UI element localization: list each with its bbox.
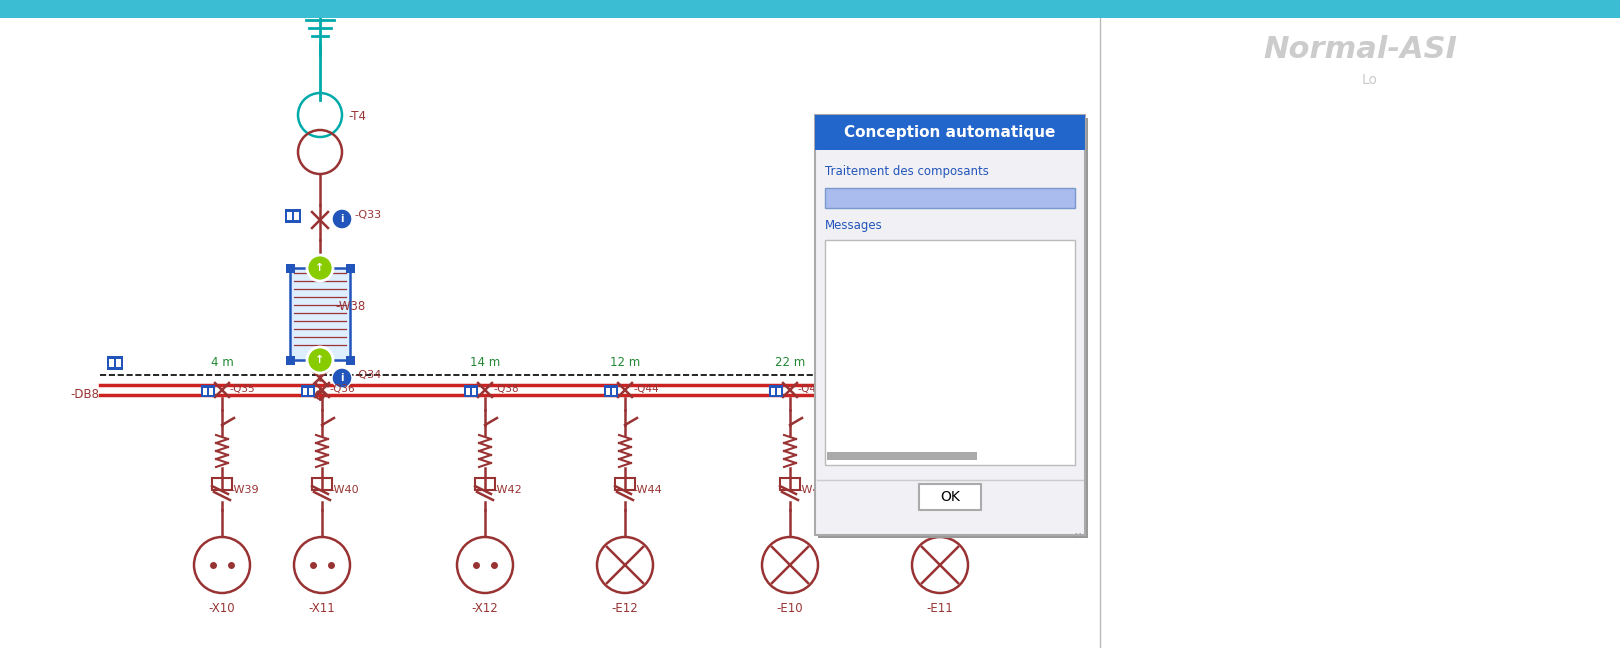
- Bar: [771, 388, 774, 395]
- Text: -Q45: -Q45: [799, 384, 823, 394]
- Text: -W37: -W37: [326, 2, 353, 12]
- Bar: [825, 188, 1076, 208]
- Bar: [0, 0, 1620, 18]
- Text: ↑: ↑: [316, 355, 324, 365]
- Bar: [117, 359, 121, 367]
- Bar: [202, 388, 207, 395]
- Circle shape: [308, 347, 334, 373]
- Bar: [475, 478, 496, 490]
- Bar: [922, 388, 925, 395]
- Bar: [471, 388, 476, 395]
- Text: -E11: -E11: [927, 603, 954, 616]
- Bar: [815, 115, 1085, 150]
- Text: -W39: -W39: [230, 485, 259, 495]
- Bar: [919, 385, 933, 397]
- Bar: [347, 264, 355, 273]
- Bar: [309, 388, 313, 395]
- Bar: [285, 209, 301, 223]
- Text: -Q44: -Q44: [633, 384, 659, 394]
- Bar: [825, 240, 1076, 465]
- Bar: [779, 478, 800, 490]
- Text: i: i: [340, 373, 343, 383]
- Bar: [927, 388, 931, 395]
- Bar: [293, 212, 300, 220]
- Text: -W38: -W38: [335, 300, 364, 313]
- Text: 12 m: 12 m: [609, 356, 640, 369]
- Text: -E12: -E12: [612, 603, 638, 616]
- Text: ↑: ↑: [316, 263, 324, 273]
- Bar: [209, 388, 212, 395]
- Bar: [301, 385, 314, 397]
- Text: -W40: -W40: [330, 485, 358, 495]
- Text: -DB8: -DB8: [70, 388, 99, 401]
- Text: -Q33: -Q33: [355, 210, 381, 220]
- Text: -W41: -W41: [799, 485, 826, 495]
- Text: -W42: -W42: [492, 485, 522, 495]
- Bar: [287, 212, 292, 220]
- Text: i: i: [340, 214, 343, 224]
- Text: OK: OK: [940, 490, 961, 504]
- Text: Traitement des composants: Traitement des composants: [825, 165, 988, 178]
- Text: -Q46: -Q46: [948, 384, 974, 394]
- Text: -X12: -X12: [471, 603, 499, 616]
- Bar: [606, 388, 611, 395]
- Bar: [818, 118, 1089, 538]
- Bar: [930, 478, 949, 490]
- Text: 4 m: 4 m: [211, 356, 233, 369]
- Bar: [467, 388, 470, 395]
- Bar: [290, 268, 350, 360]
- Bar: [826, 452, 977, 460]
- Bar: [303, 388, 308, 395]
- Bar: [770, 385, 782, 397]
- Text: Lo: Lo: [1362, 73, 1379, 87]
- Bar: [616, 478, 635, 490]
- Bar: [109, 359, 113, 367]
- Text: -Q34: -Q34: [355, 370, 381, 380]
- Bar: [201, 385, 215, 397]
- Text: -T4: -T4: [348, 110, 366, 123]
- Circle shape: [308, 255, 334, 281]
- Bar: [604, 385, 617, 397]
- Bar: [313, 478, 332, 490]
- Bar: [212, 478, 232, 490]
- Bar: [347, 356, 355, 365]
- Text: -X10: -X10: [209, 603, 235, 616]
- Text: 13 m: 13 m: [925, 356, 956, 369]
- Bar: [463, 385, 478, 397]
- Text: Conception automatique: Conception automatique: [844, 124, 1056, 139]
- Circle shape: [332, 209, 352, 229]
- Bar: [287, 356, 295, 365]
- Text: -Q36: -Q36: [330, 384, 356, 394]
- FancyBboxPatch shape: [919, 484, 982, 510]
- Bar: [778, 388, 781, 395]
- Text: Messages: Messages: [825, 220, 883, 233]
- Text: 22 m: 22 m: [774, 356, 805, 369]
- Text: -Q35: -Q35: [230, 384, 256, 394]
- Bar: [107, 356, 123, 370]
- Bar: [612, 388, 616, 395]
- Text: -W44: -W44: [633, 485, 661, 495]
- Text: -Q38: -Q38: [492, 384, 518, 394]
- Text: -E10: -E10: [776, 603, 804, 616]
- Bar: [287, 264, 295, 273]
- Circle shape: [332, 368, 352, 388]
- Text: 5 m: 5 m: [311, 356, 334, 369]
- Text: -X11: -X11: [309, 603, 335, 616]
- Bar: [815, 115, 1085, 535]
- Text: -W43: -W43: [948, 485, 977, 495]
- Text: Normal-ASI: Normal-ASI: [1264, 36, 1456, 65]
- Text: 14 m: 14 m: [470, 356, 501, 369]
- Text: ∷: ∷: [1074, 531, 1081, 541]
